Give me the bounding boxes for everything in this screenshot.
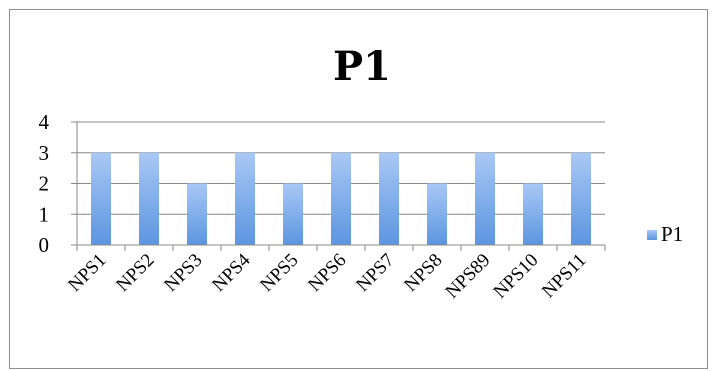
bar bbox=[187, 183, 207, 245]
bar bbox=[235, 152, 255, 245]
bar bbox=[331, 152, 351, 245]
bar bbox=[427, 183, 447, 245]
legend: P1 bbox=[647, 222, 683, 246]
x-tick-label: NPS3 bbox=[160, 250, 206, 296]
bar bbox=[139, 152, 159, 245]
x-tick-label: NPS1 bbox=[64, 250, 110, 296]
x-tick-labels: NPS1 NPS2 NPS3 NPS4 NPS5 NPS6 NPS7 NPS8NPS89NPS… bbox=[64, 249, 590, 302]
x-tick-label: NPS8 bbox=[400, 250, 446, 296]
legend-swatch bbox=[647, 230, 657, 240]
y-tick-label: 3 bbox=[39, 141, 50, 165]
bars bbox=[91, 152, 591, 245]
y-tick-label: 4 bbox=[39, 110, 50, 134]
x-tick-label: NPS2 bbox=[112, 250, 158, 296]
chart-frame bbox=[9, 9, 708, 369]
x-tick-label: NPS6 bbox=[304, 250, 350, 296]
chart-title: P1 bbox=[333, 43, 391, 90]
axes bbox=[76, 122, 606, 251]
y-tick-label: 2 bbox=[39, 172, 50, 196]
x-tick-label: NPS89 bbox=[442, 250, 495, 303]
bar bbox=[379, 152, 399, 245]
x-tick-label: NPS11 bbox=[538, 250, 590, 302]
y-tick-label: 0 bbox=[39, 233, 50, 257]
y-tick-labels: 0 1 2 3 4 bbox=[39, 110, 50, 257]
y-tick-label: 1 bbox=[39, 202, 50, 226]
x-tick-label: NPS10 bbox=[490, 250, 543, 303]
legend-label: P1 bbox=[661, 222, 683, 246]
x-tick-label: NPS4 bbox=[208, 249, 255, 296]
bar bbox=[475, 152, 495, 245]
bar bbox=[283, 183, 303, 245]
x-tick-label: NPS5 bbox=[256, 250, 302, 296]
bar bbox=[91, 152, 111, 245]
x-tick-label: NPS7 bbox=[352, 250, 398, 296]
bar bbox=[571, 152, 591, 245]
bar bbox=[523, 183, 543, 245]
